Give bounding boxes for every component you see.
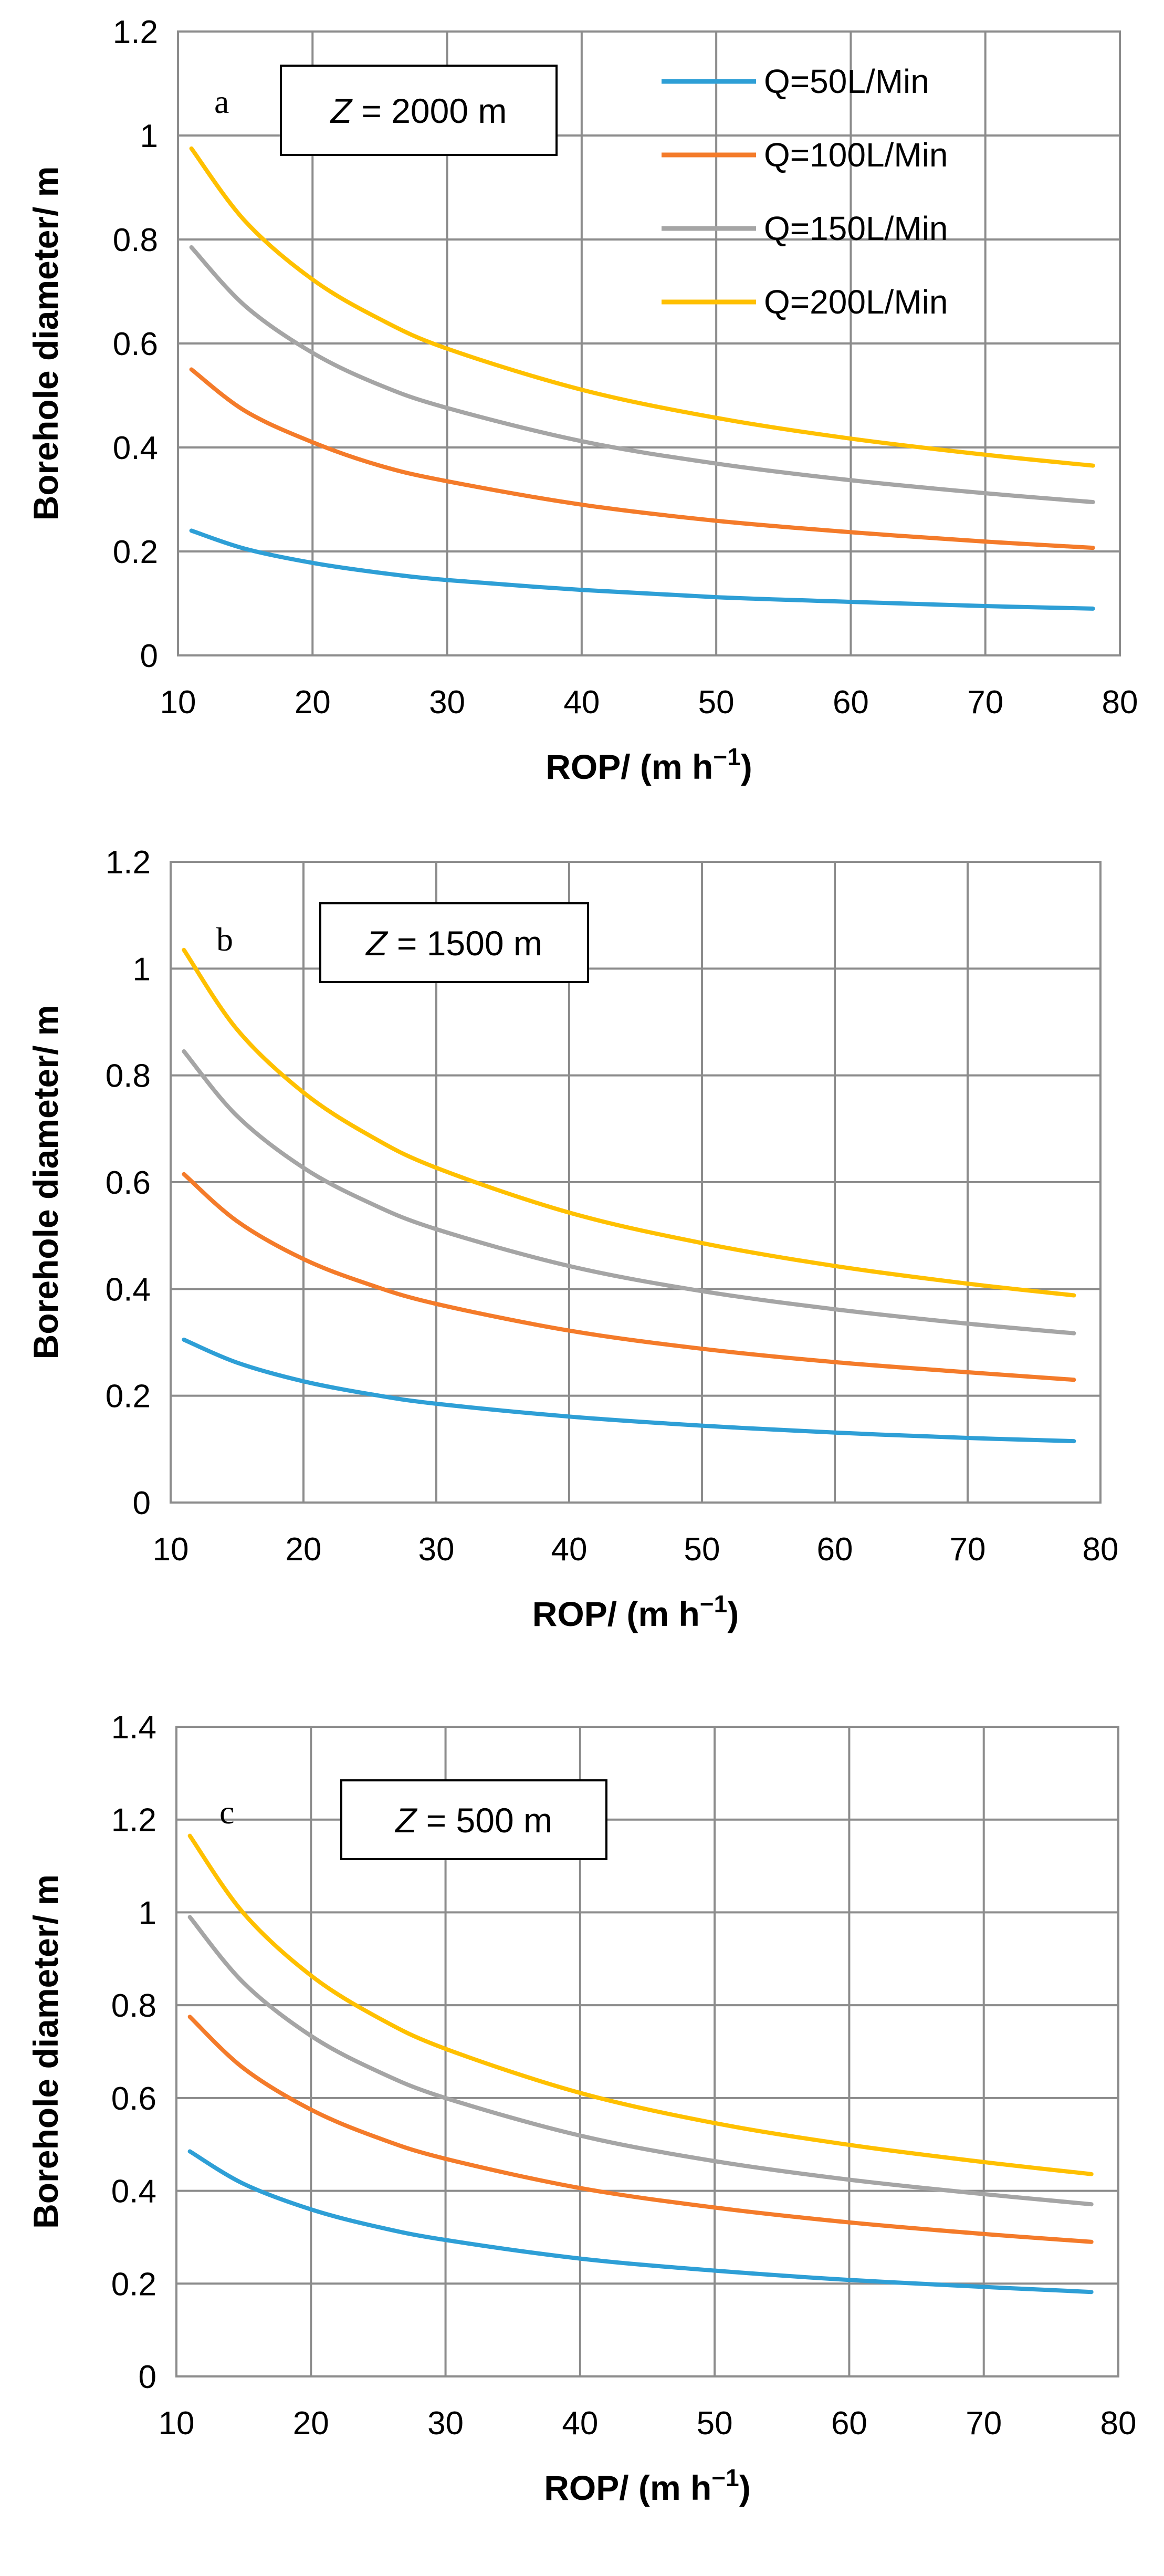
- series-line-q-150l-min: [187, 1915, 1094, 2207]
- annotation-text: Z = 1500 m: [365, 924, 542, 963]
- y-axis-title: Borehole diameter/ m: [26, 1874, 65, 2229]
- x-tick-label: 70: [966, 2405, 1002, 2442]
- y-tick-label: 0.4: [111, 2174, 156, 2210]
- y-tick-label: 0.8: [106, 1058, 151, 1094]
- series-line-q-100l-min: [189, 367, 1095, 550]
- y-tick-label: 0.6: [111, 2081, 156, 2117]
- y-tick-label: 1: [140, 118, 158, 154]
- x-tick-label: 70: [967, 684, 1003, 721]
- x-tick-label: 40: [563, 684, 600, 721]
- y-tick-label: 0.2: [111, 2266, 156, 2302]
- x-tick-label: 20: [286, 1531, 322, 1568]
- series-line-q-100l-min: [187, 2015, 1094, 2244]
- x-tick-label: 50: [698, 684, 735, 721]
- legend-label: Q=150L/Min: [764, 210, 948, 247]
- y-tick-label: 0.8: [113, 222, 158, 258]
- y-tick-label: 0.8: [111, 1988, 156, 2024]
- y-tick-label: 0.2: [106, 1379, 151, 1415]
- chart-panel-b: 10 20 30 40 50 60 70 80 0 0.2 0.4 0.6 0.8 1 1.2 ROP/ (m…: [26, 844, 1118, 1633]
- y-axis-title: Borehole diameter/ m: [26, 166, 65, 521]
- annotation-text: Z = 500 m: [394, 1801, 552, 1840]
- panel-letter: b: [216, 921, 233, 958]
- legend-label: Q=100L/Min: [764, 136, 948, 174]
- series-line-q-150l-min: [182, 1049, 1076, 1336]
- chart-panel-a: 10 20 30 40 50 60 70 80 0 0.2 0.4 0.6 0.8 1 1.2 ROP/ (m…: [26, 14, 1138, 786]
- series-line-q-200l-min: [182, 947, 1076, 1298]
- annotation-text: Z = 2000 m: [330, 91, 507, 130]
- legend-label: Q=200L/Min: [764, 283, 948, 321]
- x-tick-label: 10: [153, 1531, 189, 1568]
- chart-panel-c: 10 20 30 40 50 60 70 80 0 0.2 0.4 0.6 0.8 1 1.2 1.4 ROP/…: [26, 1709, 1136, 2507]
- x-tick-label: 60: [833, 684, 869, 721]
- y-tick-label: 1.2: [106, 844, 151, 881]
- x-tick-label: 20: [293, 2405, 329, 2442]
- series-line-q-150l-min: [189, 245, 1095, 504]
- plot-area-frame: [177, 30, 1121, 656]
- x-tick-label: 20: [295, 684, 331, 721]
- x-tick-label: 40: [551, 1531, 588, 1568]
- annotation-box: [280, 65, 558, 156]
- y-tick-label: 1.2: [111, 1802, 156, 1839]
- y-tick-label: 1.4: [111, 1709, 156, 1746]
- y-tick-label: 1: [139, 1895, 156, 1931]
- panel-letter: a: [214, 83, 229, 120]
- x-tick-label: 60: [817, 1531, 853, 1568]
- annotation-box: [340, 1779, 607, 1860]
- x-tick-label: 50: [684, 1531, 720, 1568]
- x-tick-label: 70: [950, 1531, 986, 1568]
- series-line-q-50l-min: [189, 528, 1095, 611]
- y-tick-label: 0.6: [106, 1165, 151, 1201]
- x-tick-label: 10: [160, 684, 196, 721]
- series-line-q-200l-min: [187, 1833, 1094, 2176]
- plot-area-frame: [170, 861, 1102, 1504]
- series-line-q-200l-min: [189, 146, 1095, 468]
- x-axis-title: ROP/ (m h−1): [532, 1590, 739, 1633]
- y-tick-label: 0.4: [113, 430, 158, 466]
- x-tick-label: 30: [429, 684, 465, 721]
- series-line-q-50l-min: [187, 2149, 1094, 2295]
- x-tick-label: 60: [831, 2405, 867, 2442]
- legend: Q=50L/Min Q=100L/Min Q=150L/Min Q=200L/Min: [662, 62, 948, 321]
- legend-label: Q=50L/Min: [764, 62, 929, 100]
- x-tick-label: 80: [1083, 1531, 1119, 1568]
- y-tick-label: 0.2: [113, 534, 158, 570]
- plot-area-frame: [175, 1726, 1119, 2377]
- y-tick-label: 1: [133, 951, 151, 987]
- y-tick-label: 0: [133, 1485, 151, 1521]
- x-tick-label: 50: [697, 2405, 733, 2442]
- annotation-box: [319, 902, 589, 983]
- x-tick-label: 40: [562, 2405, 598, 2442]
- x-tick-label: 30: [418, 1531, 455, 1568]
- series-line-q-100l-min: [182, 1172, 1076, 1382]
- y-tick-label: 1.2: [113, 14, 158, 50]
- y-tick-label: 0: [139, 2359, 156, 2395]
- x-axis-title: ROP/ (m h−1): [544, 2464, 750, 2507]
- y-tick-label: 0.4: [106, 1271, 151, 1308]
- x-tick-label: 30: [427, 2405, 464, 2442]
- panel-letter: c: [219, 1793, 234, 1831]
- x-tick-label: 80: [1102, 684, 1138, 721]
- y-tick-label: 0.6: [113, 326, 158, 362]
- y-axis-title: Borehole diameter/ m: [26, 1005, 65, 1360]
- x-axis-title: ROP/ (m h−1): [546, 743, 752, 786]
- series-line-q-50l-min: [182, 1337, 1076, 1444]
- x-tick-label: 10: [159, 2405, 195, 2442]
- x-tick-label: 80: [1100, 2405, 1137, 2442]
- y-tick-label: 0: [140, 638, 158, 674]
